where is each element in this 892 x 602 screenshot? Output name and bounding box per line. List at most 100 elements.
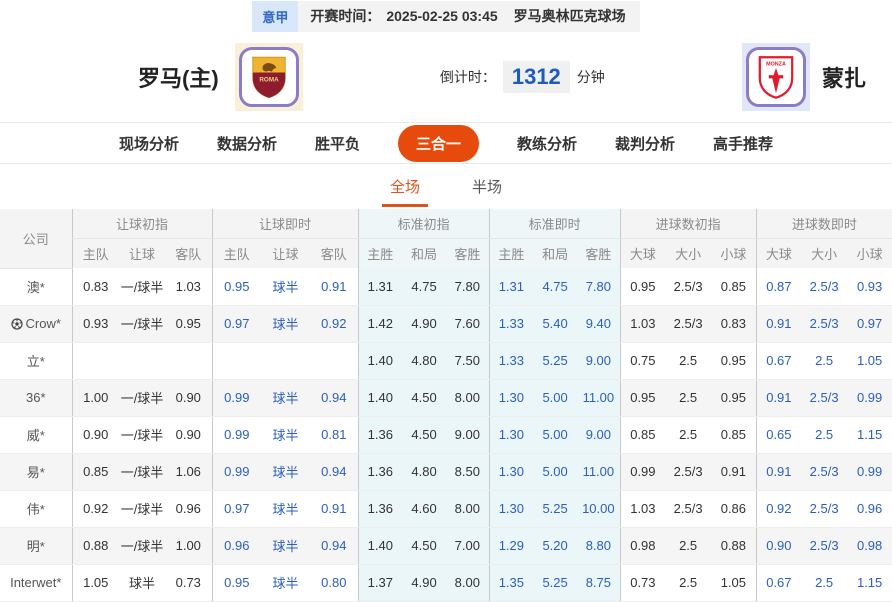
odds-cell: 1.31 xyxy=(488,268,534,306)
odds-cell: 0.90 xyxy=(165,379,213,417)
odds-cell: 0.91 xyxy=(755,453,802,491)
sub-column-header: 客胜 xyxy=(446,238,490,268)
odds-cell: 9.00 xyxy=(446,416,490,454)
odds-cell: 0.91 xyxy=(310,490,359,528)
group-header: 标准初指 xyxy=(357,209,490,239)
svg-text:ROMA: ROMA xyxy=(259,77,279,84)
company-cell[interactable]: 立* xyxy=(0,342,72,380)
odds-cell: 0.91 xyxy=(755,305,802,343)
odds-cell: 0.83 xyxy=(71,268,119,306)
odds-cell: 0.91 xyxy=(755,379,802,417)
company-name: 威* xyxy=(26,428,45,443)
league-badge: 意甲 xyxy=(252,0,299,32)
odds-cell: 0.96 xyxy=(165,490,213,528)
odds-cell: 球半 xyxy=(261,379,311,417)
odds-cell: 球半 xyxy=(261,490,311,528)
sub-column-header: 大球 xyxy=(755,238,802,268)
odds-cell: 一/球半 xyxy=(119,268,165,306)
company-cell[interactable]: 明* xyxy=(0,527,72,565)
odds-cell: 1.35 xyxy=(488,564,534,602)
company-cell[interactable]: 36* xyxy=(0,379,72,417)
subtab[interactable]: 全场 xyxy=(381,164,429,209)
odds-cell: 5.00 xyxy=(533,416,578,454)
odds-cell: 球半 xyxy=(261,564,311,602)
odds-cell: 1.42 xyxy=(357,305,403,343)
period-subtabs: 全场 半场 xyxy=(0,164,892,209)
nav-tab[interactable]: 高手推荐 xyxy=(713,135,774,153)
odds-cell: 7.60 xyxy=(446,305,490,343)
sub-column-header: 小球 xyxy=(847,238,892,268)
odds-cell: 1.33 xyxy=(488,342,534,380)
odds-cell: 8.80 xyxy=(577,527,621,565)
odds-cell: 一/球半 xyxy=(119,490,165,528)
company-name: 易* xyxy=(26,465,45,480)
odds-row: 易* 0.85 一/球半 1.06 0.99 球半 0.94 1.36 4.80 8.50 1.30… xyxy=(0,453,892,491)
company-column-header: 公司 xyxy=(0,209,72,269)
odds-cell: 0.92 xyxy=(310,305,359,343)
group-header: 让球即时 xyxy=(211,209,359,239)
odds-cell: 0.99 xyxy=(211,379,262,417)
nav-tab[interactable]: 胜平负 xyxy=(314,135,360,153)
nav-tab[interactable]: 数据分析 xyxy=(216,135,277,153)
odds-table-head: 公司 让球初指 让球即时 标准初指 标准即时 进球数初指 进球数即时 主队 让球 客队 主队 让球 客队… xyxy=(0,209,892,269)
group-header: 进球数即时 xyxy=(755,209,892,239)
company-cell[interactable]: 威* xyxy=(0,416,72,454)
odds-cell: 0.95 xyxy=(711,379,757,417)
odds-cell: 0.99 xyxy=(211,453,262,491)
countdown-value: 1312 xyxy=(502,61,570,93)
odds-cell: 1.36 xyxy=(357,490,403,528)
company-cell[interactable]: 澳* xyxy=(0,268,72,306)
sub-column-header: 小球 xyxy=(711,238,757,268)
odds-cell: 2.5/3 xyxy=(801,453,848,491)
odds-cell: 0.88 xyxy=(71,527,119,565)
nav-tab[interactable]: 裁判分析 xyxy=(615,135,676,153)
odds-cell: 0.95 xyxy=(165,305,213,343)
odds-cell: 2.5/3 xyxy=(665,490,712,528)
odds-cell: 5.25 xyxy=(533,342,578,380)
odds-cell: 1.00 xyxy=(71,379,119,417)
odds-cell: 0.98 xyxy=(847,527,892,565)
odds-cell: 2.5/3 xyxy=(665,268,712,306)
odds-row: Crow* 0.93 一/球半 0.95 0.97 球半 0.92 1.42 4.90 7.60 1… xyxy=(0,305,892,343)
nav-tab[interactable]: 三合一 xyxy=(397,124,479,162)
odds-cell: 1.30 xyxy=(488,453,534,491)
odds-cell: 7.80 xyxy=(577,268,621,306)
odds-cell: 2.5 xyxy=(665,416,712,454)
monza-crest-icon: MONZA xyxy=(745,47,806,107)
odds-cell: 一/球半 xyxy=(119,453,165,491)
nav-tab[interactable]: 现场分析 xyxy=(118,135,179,153)
odds-cell: 5.00 xyxy=(533,453,578,491)
odds-cell: 2.5/3 xyxy=(801,527,848,565)
odds-cell: 4.75 xyxy=(533,268,578,306)
nav-tab[interactable]: 教练分析 xyxy=(517,135,578,153)
odds-cell: 5.40 xyxy=(533,305,578,343)
odds-cell: 1.40 xyxy=(357,379,403,417)
odds-cell: 11.00 xyxy=(577,379,621,417)
away-team-name: 蒙扎 xyxy=(821,66,866,91)
away-team: MONZA 蒙扎 xyxy=(741,43,866,111)
subtab[interactable]: 半场 xyxy=(472,179,503,196)
home-team-name: 罗马(主) xyxy=(138,66,219,91)
company-cell[interactable]: Interwet* xyxy=(0,564,72,602)
odds-cell: 2.5 xyxy=(665,564,712,602)
odds-cell: 0.97 xyxy=(847,305,892,343)
top-bar: 意甲 开赛时间： 2025-02-25 03:45 罗马奥林匹克球场 xyxy=(0,0,892,32)
company-cell[interactable]: 伟* xyxy=(0,490,72,528)
odds-cell: 2.5/3 xyxy=(665,305,712,343)
company-name: Crow* xyxy=(25,316,61,331)
match-info-bar: 意甲 开赛时间： 2025-02-25 03:45 罗马奥林匹克球场 xyxy=(252,0,640,32)
odds-row: 立* 1.40 4.80 7.50 1.33 5.25 9.00 0.75 2.5 0.95 0.6… xyxy=(0,342,892,380)
roma-crest-icon: ROMA xyxy=(238,47,299,107)
countdown-label: 倒计时： xyxy=(439,69,496,85)
odds-cell: 0.92 xyxy=(71,490,119,528)
odds-cell: 0.80 xyxy=(310,564,359,602)
sub-column-header: 主胜 xyxy=(357,238,403,268)
home-team: 罗马(主) ROMA xyxy=(138,43,303,111)
company-cell[interactable]: Crow* xyxy=(0,305,72,343)
odds-cell: 1.03 xyxy=(619,305,666,343)
odds-cell: 0.95 xyxy=(619,268,666,306)
odds-cell: 0.83 xyxy=(711,305,757,343)
company-cell[interactable]: 易* xyxy=(0,453,72,491)
odds-cell: 球半 xyxy=(261,527,311,565)
odds-cell: 2.5 xyxy=(801,564,848,602)
